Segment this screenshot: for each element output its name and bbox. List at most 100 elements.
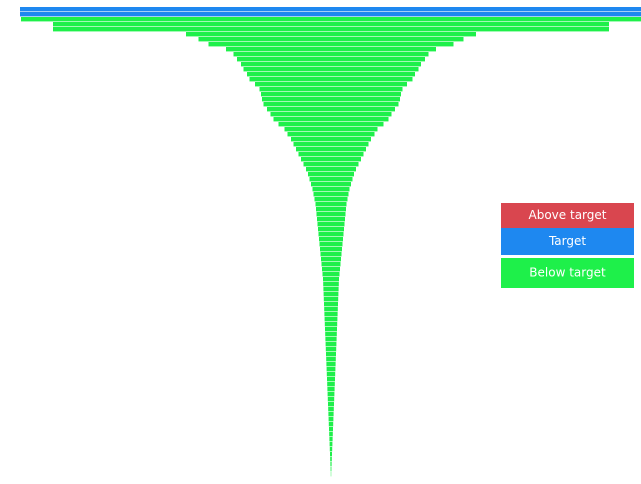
funnel-bar — [226, 47, 436, 52]
funnel-bar — [306, 167, 356, 172]
funnel-bar — [329, 432, 333, 437]
funnel-bar — [328, 407, 334, 412]
funnel-bar — [318, 232, 344, 237]
funnel-bar — [316, 212, 346, 217]
legend-label: Above target — [529, 208, 607, 222]
funnel-bar — [324, 302, 338, 307]
funnel-bar — [309, 177, 353, 182]
funnel-bar — [314, 197, 348, 202]
funnel-bar — [186, 32, 476, 37]
funnel-bar — [316, 207, 346, 212]
funnel-bar — [330, 452, 332, 457]
funnel-bar — [261, 92, 401, 97]
funnel-bar — [287, 132, 375, 137]
funnel-bar — [313, 192, 349, 197]
funnel-bar — [315, 202, 347, 207]
legend-swatch — [501, 228, 634, 255]
funnel-bar — [259, 87, 403, 92]
funnel-bar — [328, 417, 334, 422]
funnel-bar — [326, 352, 336, 357]
funnel-bar — [317, 222, 345, 227]
funnel-bar — [328, 412, 334, 417]
funnel-bar — [303, 162, 359, 167]
funnel-bar — [270, 112, 392, 117]
funnel-bar — [301, 157, 361, 162]
funnel-bar — [320, 252, 342, 257]
funnel-bar — [278, 122, 384, 127]
funnel-bar — [318, 227, 344, 232]
funnel-bar — [326, 372, 336, 377]
funnel-bar — [293, 142, 369, 147]
funnel-bar — [325, 327, 337, 332]
funnel-bar — [296, 147, 366, 152]
funnel-bar — [329, 427, 333, 432]
funnel-bar — [324, 322, 338, 327]
funnel-bar — [262, 97, 400, 102]
funnel-bar — [308, 172, 354, 177]
funnel-bar — [243, 67, 419, 72]
funnel-bar — [330, 467, 332, 472]
funnel-bar — [327, 397, 335, 402]
funnel-bar — [267, 107, 395, 112]
funnel-bar — [323, 292, 339, 297]
funnel-bar — [291, 137, 371, 142]
funnel-bar — [324, 312, 338, 317]
funnel-bar — [321, 262, 341, 267]
funnel-bar — [237, 57, 425, 62]
funnel-bar — [298, 152, 364, 157]
funnel-bar — [20, 7, 641, 12]
legend-label: Target — [548, 234, 586, 248]
funnel-bar — [324, 317, 338, 322]
funnel-bar — [326, 362, 336, 367]
funnel-bar — [53, 27, 609, 32]
funnel-bar — [324, 307, 338, 312]
funnel-bar — [263, 102, 399, 107]
legend-swatch — [501, 258, 634, 288]
funnel-bar — [327, 387, 335, 392]
funnel-bar — [325, 347, 337, 352]
funnel-bar — [323, 277, 339, 282]
funnel-bar — [323, 297, 339, 302]
funnel-bar — [327, 377, 335, 382]
funnel-bar — [311, 182, 351, 187]
funnel-bar — [330, 462, 332, 467]
funnel-bar — [255, 82, 407, 87]
funnel-bar — [273, 117, 389, 122]
funnel-bar — [321, 257, 341, 262]
funnel-bar — [329, 447, 333, 452]
funnel-bar — [320, 247, 342, 252]
funnel-bar — [317, 217, 345, 222]
funnel-bar — [325, 342, 337, 347]
funnel-bar — [329, 442, 333, 447]
funnel-bar — [21, 17, 641, 22]
funnel-bar — [330, 457, 332, 462]
funnel-bar — [319, 237, 343, 242]
funnel-bar — [327, 392, 335, 397]
funnel-bar — [326, 367, 336, 372]
funnel-bar — [329, 437, 333, 442]
funnel-bar — [325, 332, 337, 337]
funnel-bar — [327, 382, 335, 387]
funnel-bar — [233, 52, 429, 57]
funnel-bar — [247, 72, 415, 77]
legend-swatch — [501, 203, 634, 228]
funnel-bar — [208, 42, 454, 47]
funnel-bar — [284, 127, 378, 132]
funnel-bar — [325, 337, 337, 342]
funnel-bar — [312, 187, 350, 192]
funnel-bar — [326, 357, 336, 362]
funnel-bar — [328, 402, 334, 407]
funnel-bar — [323, 287, 339, 292]
funnel-bar — [249, 77, 413, 82]
funnel-bar — [198, 37, 464, 42]
funnel-bar — [20, 12, 641, 17]
funnel-bar — [241, 62, 421, 67]
funnel-bar — [319, 242, 343, 247]
funnel-bar — [323, 282, 339, 287]
legend-label: Below target — [529, 266, 606, 280]
funnel-bar — [328, 422, 334, 427]
funnel-bar — [53, 22, 609, 27]
funnel-bar — [322, 267, 340, 272]
